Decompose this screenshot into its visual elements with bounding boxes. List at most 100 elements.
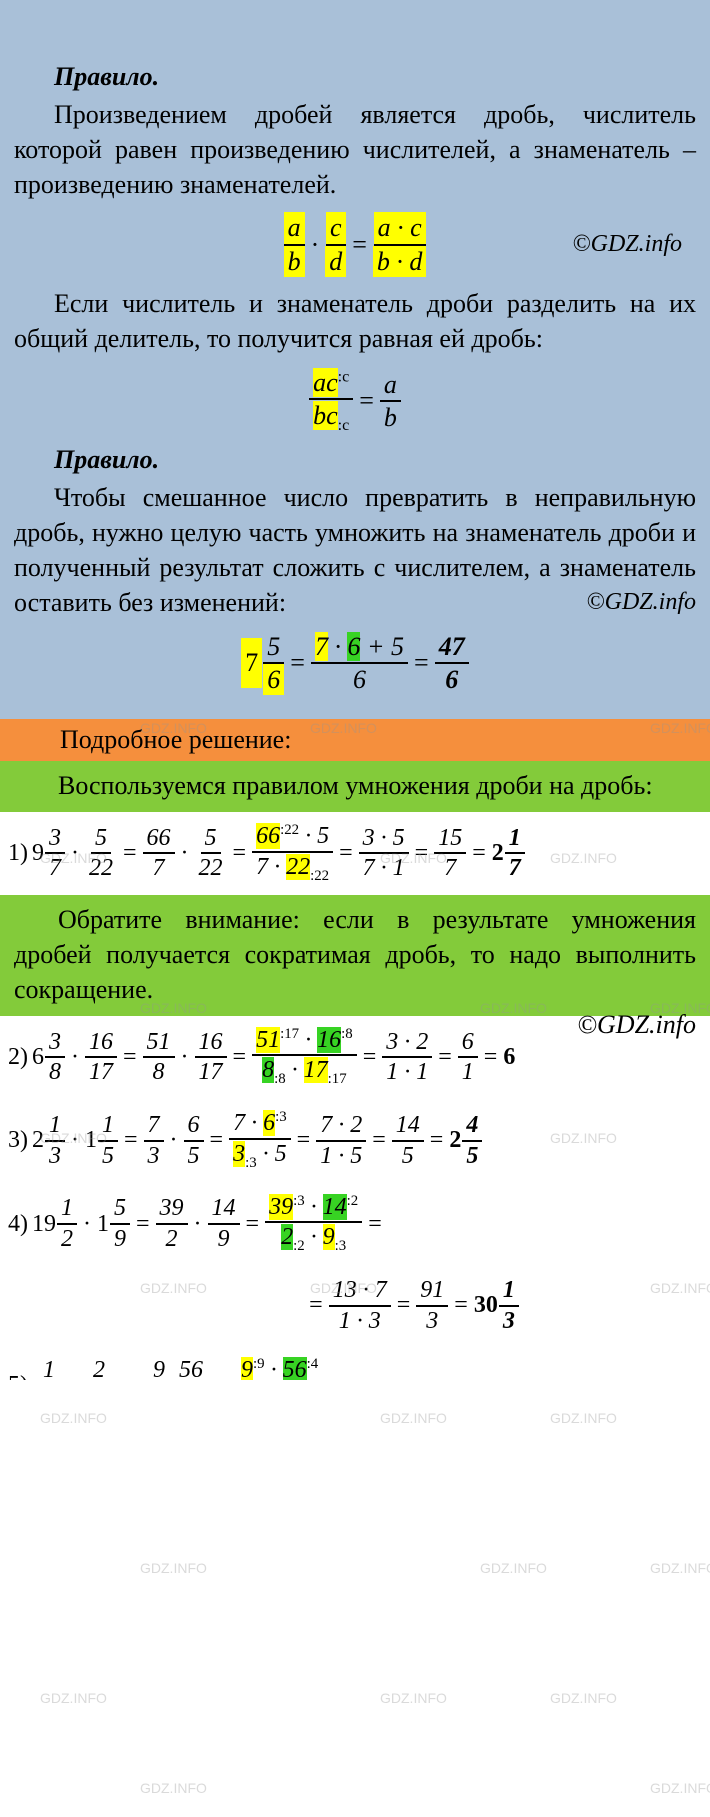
watermark: GDZ.INFO [380,1410,447,1426]
s2hn1s: :17 [280,1026,299,1042]
rule-heading-2: Правило. [14,445,696,475]
formula-mixed-to-improper: 7 56 = 7 · 6 + 5 6 = 476 [14,631,696,695]
s3n1: 1 [45,1111,65,1142]
reduce-den-sub: :c [338,417,350,434]
solution-4: 4) 19 12 · 1 59 = 392 · 149 = 39:3 · 14:… [0,1183,710,1266]
s2d2: 17 [85,1058,117,1087]
dot-op: · [65,1044,85,1071]
s4id2: 9 [214,1225,234,1254]
s5n3: 9 [149,1356,169,1380]
s1id1: 7 [149,854,169,883]
solution-1: 1) 9 37 · 522 = 667 · 522 = 66:22 · 5 7 … [0,812,710,895]
copyright-label: ©GDZ.info [572,231,682,258]
s3id2: 5 [184,1142,204,1171]
s1in1: 66 [143,824,175,855]
s4an: 1 [499,1276,519,1307]
eq-op: = [291,1127,317,1154]
s1ad: 7 [505,854,525,883]
s3an: 4 [462,1111,482,1142]
s2d1: 8 [45,1058,65,1087]
s1hnsup: :22 [280,822,299,838]
watermark: GDZ.INFO [40,1410,107,1426]
s1id2: 22 [195,854,227,883]
eq-op: = [466,840,492,867]
s3in2: 6 [184,1111,204,1142]
s3fn: 14 [392,1111,424,1142]
m2: 6 [347,632,360,661]
eq-op: = [303,1292,329,1319]
s4id1: 2 [162,1225,182,1254]
s2in1: 51 [143,1028,175,1059]
eq-op: = [130,1211,156,1238]
s3ad: 5 [462,1142,482,1171]
s3hd2: · 5 [263,1141,287,1167]
s2fd: 1 [458,1058,478,1087]
s1hd2: 22 [286,854,310,880]
watermark: GDZ.INFO [140,1560,207,1576]
s4hd1s: :2 [293,1238,305,1254]
s1hnmul: · 5 [305,823,329,849]
s3hn2s: :3 [275,1109,287,1125]
s5n4: 56 [175,1356,207,1380]
s2ans: 6 [503,1044,515,1071]
eq-op: = [448,1292,474,1319]
s3n2: 1 [98,1111,118,1142]
s1rn: 3 · 5 [359,824,409,855]
s2w1: 6 [32,1044,44,1071]
s4n1: 1 [57,1194,77,1225]
s4w1: 19 [32,1211,56,1238]
eq-op: = [366,1127,392,1154]
s4in2: 14 [208,1194,240,1225]
var-d: d [325,246,346,277]
s3w2: 1 [85,1127,97,1154]
s2hd2: 17 [304,1057,328,1083]
green2-text: Обратите внимание: если в результате умн… [14,903,696,1007]
eq-op: = [357,1044,383,1071]
mden: 6 [349,664,370,695]
var-a: a [284,212,305,245]
s1in2: 5 [201,824,221,855]
s1hn: 66 [256,823,280,849]
reduce-num: ac [313,368,338,397]
s4in1: 39 [156,1194,188,1225]
sol1-label: 1) [8,840,28,867]
detailed-solution-header: Подробное решение: [0,719,710,761]
s3fd: 5 [398,1142,418,1171]
green1-text: Воспользуемся правилом умножения дроби н… [14,769,696,804]
s4n2: 5 [110,1194,130,1225]
s4fd: 3 [422,1307,442,1336]
var-b: b [284,246,305,277]
s2id2: 17 [195,1058,227,1087]
s2rn: 3 · 2 [382,1028,432,1059]
mixed-n: 5 [263,631,284,664]
dot-op: · [305,230,326,260]
plus5: + 5 [367,632,404,661]
solution-5-partial: 5) 1 2 9 56 9:9 · 56:4 [0,1346,710,1380]
s4hd2: 9 [323,1224,335,1250]
s4hn1s: :3 [293,1193,305,1209]
rule-box: Правило. Произведением дробей является д… [0,0,710,719]
s2n1: 3 [45,1028,65,1059]
reduce-num-sup: :c [338,368,350,385]
s2hn1: 51 [256,1027,280,1053]
s5hn1s: :9 [253,1356,265,1372]
var-ac: a · c [374,212,426,245]
dot-op: · [65,1127,85,1154]
dot-op: · [175,840,195,867]
s4d2: 9 [110,1225,130,1254]
s5hn2s: :4 [307,1356,319,1372]
dot-op: · [77,1211,97,1238]
res-d: 6 [441,664,462,695]
solution-2: 2) 6 38 · 1617 = 518 · 1617 = 51:17 · 16… [0,1016,577,1099]
s2hn2: 16 [317,1027,341,1053]
eq-op: = [333,840,359,867]
res-n: 47 [435,631,469,664]
copyright-label: ©GDZ.info [577,1008,696,1043]
s3in1: 7 [144,1111,164,1142]
eq-op: = [117,840,143,867]
s1hd1: 7 · [256,854,280,880]
s5hn2: 56 [283,1357,307,1380]
s4hd1: 2 [281,1224,293,1250]
s1fd: 7 [440,854,460,883]
s2n2: 16 [85,1028,117,1059]
